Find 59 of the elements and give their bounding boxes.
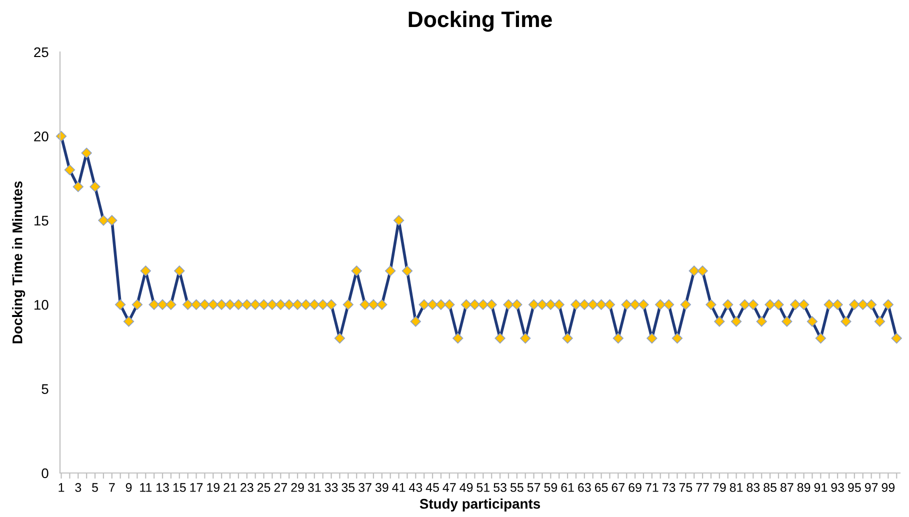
x-tick-label: 57 <box>527 483 540 492</box>
y-tick-label: 10 <box>34 300 48 310</box>
x-tick-label: 85 <box>764 483 776 492</box>
x-tick-label: 37 <box>358 483 372 492</box>
x-tick-label: 35 <box>342 483 355 492</box>
x-tick-label: 47 <box>442 483 456 492</box>
x-tick-label: 21 <box>224 483 236 492</box>
x-tick-label: 69 <box>628 483 642 492</box>
x-tick-label: 55 <box>510 483 524 492</box>
x-tick-label: 95 <box>848 483 861 492</box>
x-tick-label: 97 <box>864 483 878 492</box>
x-tick-label: 81 <box>730 483 743 492</box>
x-tick-label: 17 <box>190 483 203 492</box>
x-tick-label: 71 <box>646 483 658 492</box>
x-tick-label: 13 <box>156 483 169 492</box>
y-tick-label: 25 <box>34 47 48 58</box>
x-axis-title: Study participants <box>420 498 540 512</box>
x-tick-label: 1 <box>58 483 64 492</box>
x-tick-label: 87 <box>780 483 794 492</box>
x-tick-label: 31 <box>308 483 321 492</box>
x-tick-label: 89 <box>797 483 810 492</box>
x-tick-label: 53 <box>494 483 506 492</box>
x-tick-label: 27 <box>274 483 287 492</box>
x-tick-label: 45 <box>426 483 439 492</box>
x-tick-label: 15 <box>173 483 186 492</box>
x-tick-label: 49 <box>460 483 473 492</box>
x-tick-label: 61 <box>561 483 574 492</box>
y-tick-label: 15 <box>34 216 48 226</box>
x-tick-label: 63 <box>578 483 591 492</box>
x-tick-label: 19 <box>207 483 220 492</box>
x-tick-label: 5 <box>92 483 98 492</box>
x-tick-label: 43 <box>408 483 422 492</box>
x-tick-label: 25 <box>257 483 270 492</box>
x-tick-label: 59 <box>544 483 558 492</box>
x-tick-label: 79 <box>713 483 726 492</box>
chart-title: Docking Time <box>408 10 552 32</box>
x-tick-label: 65 <box>594 483 608 492</box>
x-tick-label: 11 <box>140 483 152 492</box>
x-tick-label: 77 <box>696 483 709 492</box>
x-tick-label: 7 <box>109 483 115 492</box>
y-tick-label: 5 <box>42 384 48 394</box>
y-tick-label: 20 <box>34 132 48 142</box>
x-tick-label: 91 <box>814 483 828 492</box>
x-tick-label: 39 <box>375 483 388 492</box>
x-tick-label: 99 <box>882 483 895 492</box>
x-tick-label: 9 <box>126 483 132 492</box>
x-tick-label: 73 <box>662 483 676 492</box>
x-tick-label: 3 <box>75 483 82 492</box>
x-tick-label: 29 <box>291 483 304 492</box>
x-tick-label: 33 <box>324 483 338 492</box>
x-tick-label: 41 <box>392 483 406 492</box>
x-tick-label: 23 <box>240 483 254 492</box>
x-tick-label: 93 <box>831 483 844 492</box>
y-tick-label: 0 <box>42 468 48 478</box>
x-tick-label: 51 <box>476 483 490 492</box>
y-axis-title: Docking Time in Minutes <box>12 181 26 344</box>
x-tick-label: 75 <box>679 483 692 492</box>
x-tick-label: 67 <box>612 483 624 492</box>
x-tick-label: 83 <box>746 483 760 492</box>
